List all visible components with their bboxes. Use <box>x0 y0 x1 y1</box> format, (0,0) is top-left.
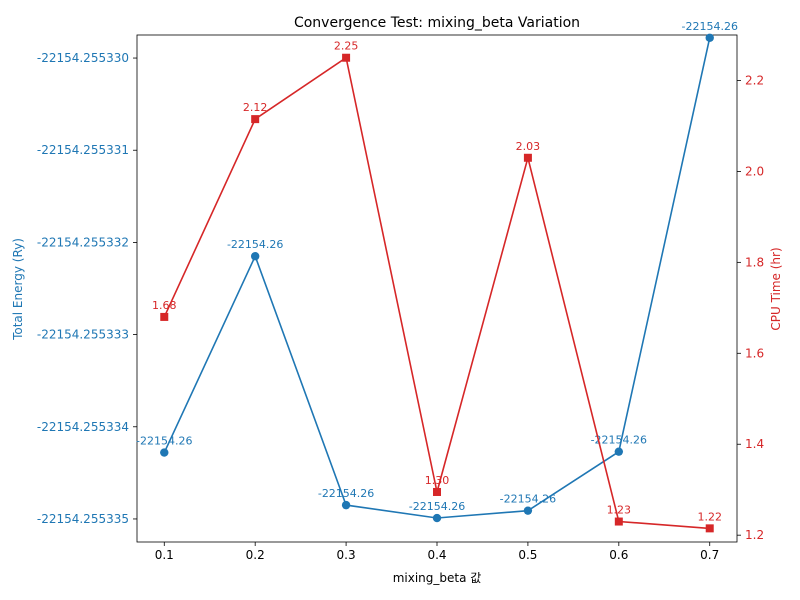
y-axis-right-label: CPU Time (hr) <box>769 247 783 330</box>
y-right-tick-label: 1.8 <box>745 255 764 269</box>
cpu-time-point <box>705 524 714 533</box>
x-axis-label: mixing_beta 값 <box>393 571 482 585</box>
energy-data-label: -22154.26 <box>681 20 737 33</box>
x-tick-label: 0.6 <box>609 548 628 562</box>
y-right-tick-label: 1.6 <box>745 346 764 360</box>
cpu-time-data-label: 2.25 <box>334 40 359 53</box>
cpu-time-data-label: 1.68 <box>152 299 177 312</box>
cpu-time-data-label: 2.12 <box>243 101 268 114</box>
cpu-time-point <box>523 153 532 162</box>
cpu-time-point <box>433 487 441 496</box>
energy-point <box>160 448 169 457</box>
energy-data-label: -22154.26 <box>409 500 465 513</box>
cpu-time-point <box>251 115 260 124</box>
cpu-time-point <box>160 312 169 321</box>
y-left-tick-label: -22154.255335 <box>37 512 129 526</box>
x-tick-label: 0.3 <box>337 548 356 562</box>
y-left-tick-label: -22154.255330 <box>37 51 129 65</box>
x-tick-label: 0.7 <box>700 548 719 562</box>
energy-data-label: -22154.26 <box>500 493 556 506</box>
x-tick-label: 0.1 <box>155 548 174 562</box>
energy-data-label: -22154.26 <box>136 435 192 448</box>
cpu-time-point <box>614 517 623 526</box>
energy-point <box>341 500 351 510</box>
x-tick-label: 0.4 <box>427 548 446 562</box>
energy-point <box>614 447 624 456</box>
energy-data-label: -22154.26 <box>227 238 283 251</box>
energy-point <box>432 513 442 523</box>
cpu-time-data-label: 1.30 <box>425 474 450 487</box>
energy-data-label: -22154.26 <box>318 487 374 500</box>
energy-data-label: -22154.26 <box>591 434 647 447</box>
energy-point <box>250 252 260 261</box>
y-axis-left-label: Total Energy (Ry) <box>11 238 25 341</box>
y-right-tick-label: 2.2 <box>745 73 764 87</box>
y-left-tick-label: -22154.255334 <box>37 420 129 434</box>
chart-title: Convergence Test: mixing_beta Variation <box>294 15 580 31</box>
plot-area: 0.1 0.2 0.3 0.4 0.5 0.6 0.7 -22154.255335 -22154… <box>37 20 764 562</box>
x-tick-label: 0.2 <box>246 548 265 562</box>
cpu-time-data-label: 1.22 <box>697 510 722 523</box>
y-left-tick-label: -22154.255332 <box>37 235 129 249</box>
y-right-tick-label: 2.0 <box>745 164 764 178</box>
cpu-time-point <box>342 53 351 62</box>
cpu-time-data-label: 2.03 <box>516 140 541 153</box>
y-right-tick-label: 1.4 <box>745 437 764 451</box>
y-left-tick-label: -22154.255331 <box>37 143 129 157</box>
y-left-tick-label: -22154.255333 <box>37 328 129 342</box>
energy-point <box>523 506 533 515</box>
x-tick-label: 0.5 <box>518 548 537 562</box>
cpu-time-data-label: 1.23 <box>607 504 632 517</box>
energy-point <box>705 33 714 42</box>
y-right-tick-label: 1.2 <box>745 528 764 542</box>
